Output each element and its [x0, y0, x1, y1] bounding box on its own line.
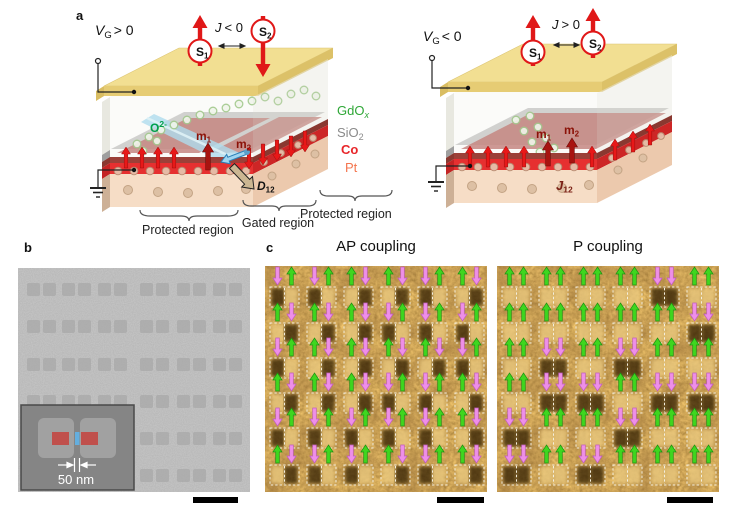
legend-pt: Pt [345, 160, 358, 175]
exchange-double-arrow-left [217, 43, 247, 49]
region-label-right: Protected region [300, 207, 392, 221]
pt-layer-front-right [454, 170, 597, 203]
inset-magnet-2 [81, 432, 98, 445]
spin-s1-left: S1 [187, 15, 213, 66]
m2-dot-left [244, 149, 250, 155]
ap-cell-grid [269, 266, 485, 486]
legend-sio2: SiO2 [337, 125, 364, 142]
svg-text:S1: S1 [196, 45, 209, 61]
m1-arrow-right [541, 140, 555, 167]
gate-voltage-label-left: VG > 0 [95, 22, 134, 41]
m2-label-left: m2 [236, 137, 252, 153]
legend-co: Co [341, 142, 358, 157]
device-schematic-left: m1 m2 D12 O2- VG > 0 [90, 15, 393, 237]
ap-scalebar [437, 497, 484, 503]
top-electrode-right [440, 43, 678, 97]
gate-voltage-label-right: VG < 0 [423, 28, 462, 47]
m2-label-right: m2 [564, 123, 580, 139]
coupling-label-right: J > 0 [551, 17, 580, 32]
exchange-double-arrow-right [552, 42, 581, 48]
contact-dot-bottom-right [467, 163, 473, 169]
legend-gdox: GdOx [337, 103, 369, 120]
d12-arrow [228, 162, 255, 190]
interface-atoms-right [457, 132, 665, 172]
ap-coupling-mfm-image [265, 266, 487, 492]
panel-a-schematic: a [76, 8, 678, 237]
p-coupling-title: P coupling [573, 238, 643, 255]
inset-magnet-1 [52, 432, 69, 445]
spin-s2-left: S2 [250, 16, 276, 77]
m1-arrow-left [201, 142, 215, 171]
p-coupling-mfm-image [497, 266, 719, 492]
pt-atoms-left [123, 149, 320, 198]
device-schematic-right: m1 m2 J12 VG < 0 S1 S2 [423, 8, 678, 208]
svg-text:S2: S2 [259, 25, 272, 41]
region-label-mid: Gated region [242, 216, 314, 230]
inset-gap [75, 432, 80, 445]
region-label-left: Protected region [142, 223, 234, 237]
m2-arrow-left [220, 149, 249, 165]
svg-text:S1: S1 [529, 46, 542, 62]
magnetization-up-arrows-right [465, 123, 655, 168]
contact-dot-top-left [131, 89, 137, 95]
d12-label: D12 [257, 179, 275, 195]
coupling-label-left: J < 0 [214, 20, 243, 35]
pt-layer-front-left [110, 174, 253, 207]
magnetization-up-arrows-left [121, 146, 179, 169]
m1-label-left: m1 [196, 129, 212, 145]
j12-label: J12 [556, 178, 573, 195]
p-cell-grid [501, 266, 717, 486]
inset-dimension-arrows [58, 458, 96, 472]
m2-arrow-right [565, 137, 579, 164]
panel-b-sem-image: 50 nm [18, 268, 250, 492]
contact-dot-bottom-left [131, 167, 137, 173]
layer-legend: GdOx SiO2 Co Pt [337, 103, 369, 175]
contact-dot-top-right [465, 85, 471, 91]
oxygen-ion-label: O2- [150, 119, 167, 135]
magnetization-down-arrows-left [244, 130, 310, 170]
pt-atoms-right [467, 153, 648, 194]
ap-coupling-title: AP coupling [336, 238, 416, 255]
gate-wire-right [428, 54, 470, 192]
panel-b-scalebar [193, 497, 238, 503]
sem-inset: 50 nm [20, 404, 135, 491]
panel-c-label: c [266, 240, 274, 255]
m1-label-right: m1 [536, 127, 552, 143]
spin-s1-right: S1 [520, 15, 546, 66]
gate-wire-left [90, 57, 134, 198]
region-braces [139, 189, 393, 222]
p-scalebar [667, 497, 713, 503]
svg-text:S2: S2 [589, 37, 602, 53]
inset-scale-label: 50 nm [58, 472, 94, 487]
sio2-front-left [110, 157, 253, 163]
panel-a-label: a [76, 8, 84, 23]
panel-b-label: b [24, 240, 32, 255]
spin-s2-right: S2 [580, 8, 606, 58]
